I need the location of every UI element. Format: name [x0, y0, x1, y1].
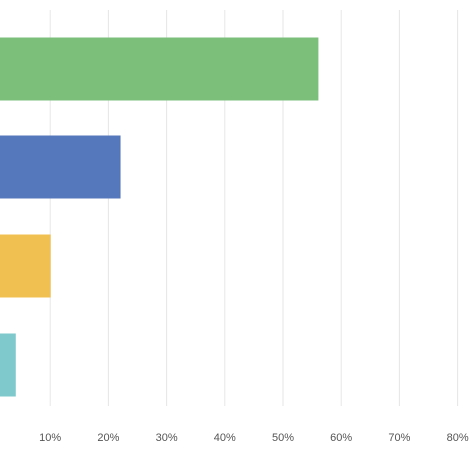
x-tick-label-80: 80% [447, 432, 469, 444]
bar-3 [0, 234, 51, 298]
bar-layer [0, 37, 319, 397]
x-tick-label-20: 20% [97, 432, 119, 444]
bar-2 [0, 135, 121, 199]
x-tick-label-30: 30% [156, 432, 178, 444]
x-tick-label-60: 60% [330, 432, 352, 444]
bar-1 [0, 37, 319, 101]
x-tick-label-70: 70% [388, 432, 410, 444]
x-tick-label-50: 50% [272, 432, 294, 444]
x-tick-label-10: 10% [39, 432, 61, 444]
bar-4 [0, 333, 16, 397]
x-axis: 0%10%20%30%40%50%60%70%80% [0, 432, 469, 444]
x-tick-label-40: 40% [214, 432, 236, 444]
